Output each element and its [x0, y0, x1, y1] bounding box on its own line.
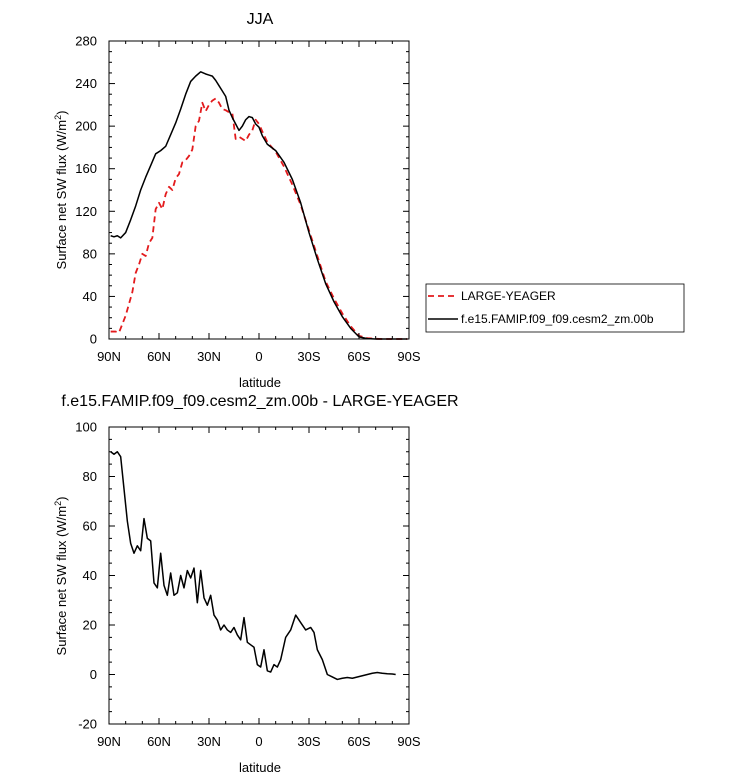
bottom-series-line-0: [110, 451, 396, 681]
top-xtick-label: 90S: [397, 349, 420, 364]
top-plot-area: 90N 60N 30N 0 30S 60S 90S 0 40 80 120 160 200 240 280: [75, 34, 421, 365]
bottom-xtick-label: 90N: [97, 734, 121, 749]
bottom-ytick-label: 0: [90, 667, 97, 682]
top-legend: LARGE-YEAGER f.e15.FAMIP.f09_f09.cesm2_z…: [425, 283, 685, 333]
top-series-line-f-e15-famip-f09-f09-cesm2-zm-00b: [110, 71, 408, 340]
bottom-ytick-label: -20: [78, 717, 97, 732]
bottom-ylabel: Surface net SW flux (W/m2): [53, 497, 69, 656]
top-ytick-label: 200: [75, 119, 97, 134]
bottom-xtick-label: 60N: [147, 734, 171, 749]
bottom-xlabel: latitude: [239, 760, 281, 775]
bottom-xtick-label: 30N: [197, 734, 221, 749]
bottom-chart-title: f.e15.FAMIP.f09_f09.cesm2_zm.00b - LARGE…: [61, 393, 458, 410]
top-panel-jja: JJA Surface net SW flux (W/m2) latitude …: [53, 11, 685, 390]
top-ytick-label: 40: [83, 289, 97, 304]
top-ytick-label: 280: [75, 34, 97, 49]
top-xtick-label: 60N: [147, 349, 171, 364]
top-xtick-label: 90N: [97, 349, 121, 364]
bottom-ytick-label: 20: [83, 618, 97, 633]
top-xlabel: latitude: [239, 375, 281, 390]
top-ytick-label: 160: [75, 161, 97, 176]
top-series-line-large-yeager: [110, 97, 408, 340]
top-ytick-label: 120: [75, 204, 97, 219]
bottom-ytick-label: 80: [83, 469, 97, 484]
bottom-ytick-label: 100: [75, 420, 97, 435]
bottom-xtick-label: 0: [255, 734, 262, 749]
bottom-xtick-label: 60S: [347, 734, 370, 749]
top-plot-frame: [108, 40, 410, 340]
top-ytick-label: 240: [75, 76, 97, 91]
top-ylabel: Surface net SW flux (W/m2): [53, 111, 69, 270]
bottom-xtick-label: 90S: [397, 734, 420, 749]
top-ytick-label: 0: [90, 332, 97, 347]
bottom-ytick-label: 40: [83, 568, 97, 583]
bottom-plot-area: 90N 60N 30N 0 30S 60S 90S -20 0 20 40 60 80 100: [75, 420, 421, 750]
top-xtick-label: 0: [255, 349, 262, 364]
top-chart-title: JJA: [247, 11, 274, 28]
top-xtick-label: 30S: [297, 349, 320, 364]
bottom-xtick-label: 30S: [297, 734, 320, 749]
top-ytick-label: 80: [83, 246, 97, 261]
bottom-panel-difference: f.e15.FAMIP.f09_f09.cesm2_zm.00b - LARGE…: [53, 393, 459, 775]
legend-label-cesm2: f.e15.FAMIP.f09_f09.cesm2_zm.00b: [461, 312, 654, 326]
legend-box: [425, 283, 685, 333]
bottom-ytick-label: 60: [83, 519, 97, 534]
top-xtick-label: 30N: [197, 349, 221, 364]
top-xtick-label: 60S: [347, 349, 370, 364]
legend-label-large-yeager: LARGE-YEAGER: [461, 289, 556, 303]
